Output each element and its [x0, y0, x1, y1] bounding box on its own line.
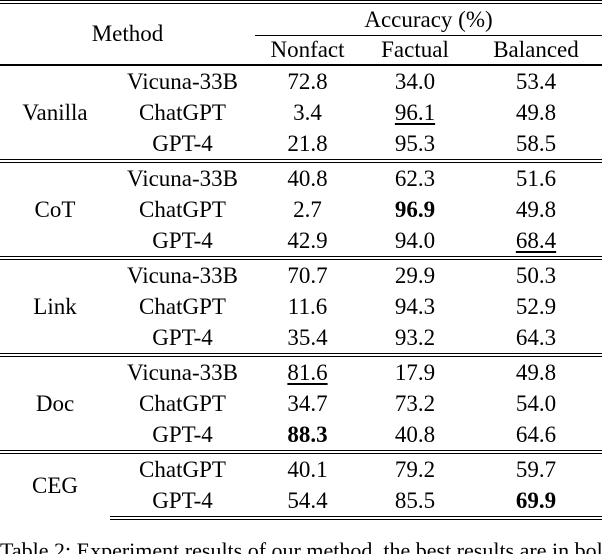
cell-nonfact: 81.6 — [255, 353, 360, 388]
table-row: CoT Vicuna-33B 40.8 62.3 51.6 — [0, 159, 602, 258]
cell-factual: 96.9 — [394, 196, 436, 222]
cell-balanced: 50.3 — [470, 256, 602, 291]
model-name: ChatGPT — [110, 450, 255, 485]
cell-balanced: 54.0 — [515, 390, 557, 416]
table-row: Vanilla Vicuna-33B 72.8 34.0 53.4 — [0, 65, 602, 125]
cell-factual: 40.8 — [394, 421, 436, 447]
cell-factual: 79.2 — [360, 450, 470, 485]
table-caption-clipped: Table 2: Experiment results of our metho… — [0, 538, 602, 554]
table-row: GPT-4 88.3 40.8 64.6 — [0, 419, 602, 452]
cell-nonfact: 11.6 — [287, 293, 328, 319]
table-row: Doc Vicuna-33B 81.6 17.9 49.8 — [0, 353, 602, 452]
table-row: Link Vicuna-33B 70.7 29.9 50.3 — [0, 256, 602, 355]
cell-balanced: 49.8 — [515, 99, 557, 125]
cell-factual: 94.3 — [394, 293, 436, 319]
cell-balanced: 53.4 — [515, 68, 557, 94]
cell-balanced: 58.5 — [515, 130, 557, 156]
cell-balanced: 59.7 — [470, 450, 602, 485]
model-name: GPT-4 — [152, 324, 213, 350]
table-row: GPT-4 42.9 94.0 68.4 — [0, 225, 602, 258]
cell-balanced: 49.8 — [515, 196, 557, 222]
cell-nonfact: 35.4 — [287, 324, 328, 350]
cell-nonfact: 21.8 — [287, 130, 328, 156]
method-group-label: CEG — [0, 450, 110, 518]
model-name: GPT-4 — [110, 485, 255, 520]
model-name: Vicuna-33B — [110, 353, 255, 388]
cell-nonfact: 40.8 — [255, 159, 360, 194]
cell-factual: 34.0 — [394, 68, 436, 94]
table-row: ChatGPT 11.6 94.3 52.9 — [0, 291, 602, 322]
header-row-top: Method Accuracy (%) — [0, 0, 602, 66]
cell-nonfact: 70.7 — [255, 256, 360, 291]
table-row: GPT-4 21.8 95.3 58.5 — [0, 128, 602, 161]
method-group-label: Doc — [0, 353, 110, 452]
model-name: ChatGPT — [139, 196, 226, 222]
table-body: Vanilla Vicuna-33B 72.8 34.0 53.4 ChatGPT 3.4 9… — [0, 65, 602, 520]
subheader-nonfact: Nonfact — [255, 35, 360, 66]
subheader-factual: Factual — [360, 35, 470, 66]
cell-factual: 29.9 — [360, 256, 470, 291]
model-name: GPT-4 — [152, 421, 213, 447]
cell-balanced: 52.9 — [515, 293, 557, 319]
results-table: Method Accuracy (%) Nonfact Factual Bala… — [0, 0, 602, 520]
cell-balanced: 64.6 — [515, 421, 557, 447]
table-row: ChatGPT 3.4 96.1 49.8 — [0, 97, 602, 128]
table-row: CEG ChatGPT 40.1 79.2 59.7 — [0, 450, 602, 518]
method-group-label: CoT — [0, 159, 110, 258]
model-name: Vicuna-33B — [126, 68, 239, 94]
method-group-label: Vanilla — [22, 99, 88, 125]
accuracy-column-header: Accuracy (%) — [255, 0, 602, 36]
model-name: ChatGPT — [139, 293, 226, 319]
cell-factual: 93.2 — [394, 324, 436, 350]
model-name: GPT-4 — [152, 130, 213, 156]
cell-factual: 85.5 — [360, 485, 470, 520]
model-name: ChatGPT — [139, 99, 226, 125]
table-header: Method Accuracy (%) Nonfact Factual Bala… — [0, 0, 602, 66]
cell-factual: 17.9 — [360, 353, 470, 388]
model-name: GPT-4 — [152, 227, 213, 253]
cell-nonfact: 54.4 — [255, 485, 360, 520]
cell-balanced: 68.4 — [515, 227, 557, 253]
table-row: ChatGPT 2.7 96.9 49.8 — [0, 194, 602, 225]
model-name: Vicuna-33B — [110, 159, 255, 194]
cell-nonfact: 42.9 — [287, 227, 328, 253]
cell-factual: 62.3 — [360, 159, 470, 194]
cell-factual: 94.0 — [394, 227, 436, 253]
cell-nonfact: 3.4 — [293, 99, 322, 125]
cell-nonfact: 72.8 — [287, 68, 328, 94]
table-row: ChatGPT 34.7 73.2 54.0 — [0, 388, 602, 419]
model-name: ChatGPT — [139, 390, 226, 416]
header-row-sub: Nonfact Factual Balanced — [0, 35, 602, 66]
table-row: GPT-4 35.4 93.2 64.3 — [0, 322, 602, 355]
cell-nonfact: 40.1 — [255, 450, 360, 485]
method-column-header: Method — [0, 0, 255, 66]
cell-balanced: 64.3 — [515, 324, 557, 350]
subheader-balanced: Balanced — [470, 35, 602, 66]
cell-nonfact: 34.7 — [287, 390, 328, 416]
cell-nonfact: 2.7 — [293, 196, 322, 222]
cell-factual: 95.3 — [394, 130, 436, 156]
cell-factual: 73.2 — [394, 390, 436, 416]
table-row: GPT-4 54.4 85.5 69.9 — [0, 485, 602, 520]
cell-balanced: 49.8 — [470, 353, 602, 388]
model-name: Vicuna-33B — [110, 256, 255, 291]
cell-factual: 96.1 — [394, 99, 436, 125]
cell-nonfact: 88.3 — [287, 421, 328, 447]
cell-balanced: 69.9 — [470, 485, 602, 520]
cell-balanced: 51.6 — [470, 159, 602, 194]
method-group-label: Link — [0, 256, 110, 355]
